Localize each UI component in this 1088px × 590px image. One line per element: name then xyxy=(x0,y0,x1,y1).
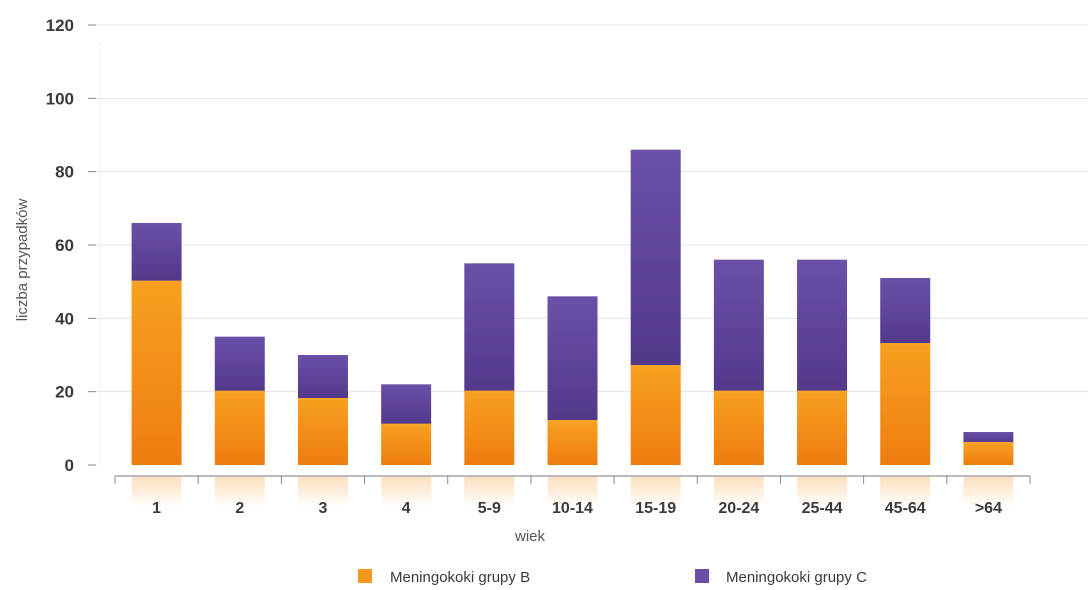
bar-reflection xyxy=(214,477,265,507)
y-tick-label: 60 xyxy=(55,236,74,255)
legend-swatch-c xyxy=(695,569,709,583)
x-tick-label: 4 xyxy=(402,500,411,517)
x-tick-label: 3 xyxy=(319,500,328,517)
x-tick-label: 15-19 xyxy=(635,500,676,517)
bar-grupa-b xyxy=(630,366,681,465)
bar-grupa-c xyxy=(381,384,432,425)
bar-grupa-c xyxy=(963,432,1014,443)
bar-grupa-c xyxy=(713,259,764,392)
legend-swatch-b xyxy=(358,569,372,583)
bar-grupa-c xyxy=(131,223,182,282)
bar-grupa-c xyxy=(797,259,848,392)
bar-grupa-b xyxy=(297,399,348,465)
y-tick-label: 100 xyxy=(46,89,74,108)
bar-grupa-b xyxy=(547,421,598,465)
x-tick-label: 25-44 xyxy=(802,500,843,517)
x-axis: 1 2 3 4 5-9 10-14 15-19 20-24 25-44 45-64 >64 xyxy=(114,475,1031,517)
bar-reflection xyxy=(297,477,348,507)
x-tick-label: 10-14 xyxy=(552,500,593,517)
bar-reflection xyxy=(131,477,182,507)
bar-grupa-b xyxy=(131,281,182,465)
x-tick-label: 1 xyxy=(152,500,161,517)
bar-grupa-b xyxy=(880,344,931,465)
x-tick-label: >64 xyxy=(975,500,1002,517)
y-tick-label: 0 xyxy=(65,456,74,475)
x-tick-label: 2 xyxy=(235,500,244,517)
bar-reflection xyxy=(963,477,1014,507)
y-axis: 0 20 40 60 80 100 120 xyxy=(46,16,101,475)
bars xyxy=(131,149,1014,465)
bar-reflection xyxy=(797,477,848,507)
bar-reflection xyxy=(381,477,432,507)
y-tick-label: 20 xyxy=(55,383,74,402)
bar-grupa-b xyxy=(963,443,1014,465)
bar-grupa-b xyxy=(464,391,515,465)
bar-grupa-c xyxy=(297,355,348,399)
bar-grupa-c xyxy=(630,149,681,366)
bar-reflections xyxy=(131,477,1014,507)
bar-reflection xyxy=(464,477,515,507)
bar-grupa-c xyxy=(880,278,931,344)
y-axis-title: liczba przypadków xyxy=(14,199,31,322)
bar-grupa-b xyxy=(381,424,432,465)
legend: Meningokoki grupy B Meningokoki grupy C xyxy=(358,569,867,586)
bar-grupa-c xyxy=(547,296,598,421)
legend-label-c: Meningokoki grupy C xyxy=(726,569,867,586)
x-tick-label: 20-24 xyxy=(718,500,759,517)
x-tick-label: 5-9 xyxy=(478,500,501,517)
y-tick-label: 120 xyxy=(46,16,74,35)
bar-reflection xyxy=(880,477,931,507)
bar-grupa-c xyxy=(214,336,265,392)
x-tick-label: 45-64 xyxy=(885,500,926,517)
bar-grupa-b xyxy=(214,391,265,465)
x-axis-title: wiek xyxy=(514,528,546,545)
bar-reflection xyxy=(630,477,681,507)
bar-grupa-c xyxy=(464,263,515,392)
bar-grupa-b xyxy=(797,391,848,465)
y-tick-label: 80 xyxy=(55,163,74,182)
bar-reflection xyxy=(713,477,764,507)
bar-grupa-b xyxy=(713,391,764,465)
y-tick-label: 40 xyxy=(55,309,74,328)
bar-reflection xyxy=(547,477,598,507)
legend-label-b: Meningokoki grupy B xyxy=(390,569,530,586)
